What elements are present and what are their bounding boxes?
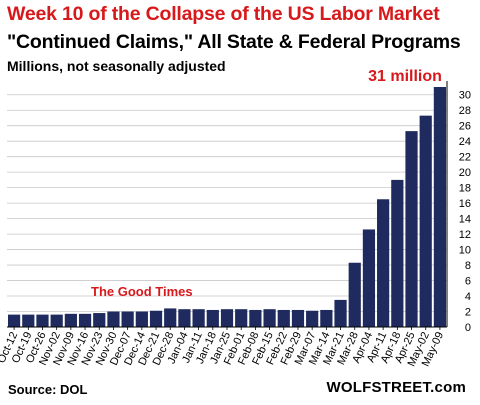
y-tick-label: 4 (465, 291, 471, 303)
annotation-peak-value: 31 million (368, 68, 442, 85)
bar (291, 309, 305, 327)
bar (419, 115, 432, 327)
y-tick-label: 12 (459, 229, 471, 241)
y-tick-label: 6 (465, 276, 471, 288)
bar (135, 311, 148, 327)
axes (7, 81, 448, 330)
bar (7, 314, 21, 327)
bar (192, 309, 205, 327)
bar (235, 309, 248, 327)
bar (334, 299, 347, 327)
bar (320, 309, 333, 327)
bar (348, 262, 361, 327)
y-tick-label: 0 (465, 322, 471, 334)
gridlines (7, 94, 447, 312)
bar (306, 310, 319, 327)
y-tick-label: 8 (465, 260, 471, 272)
y-tick-label: 10 (459, 245, 471, 257)
source-label: Source: DOL (8, 382, 88, 397)
bar (433, 87, 447, 327)
bar (249, 309, 262, 327)
bar (377, 199, 390, 327)
bar (22, 314, 35, 327)
bar (220, 309, 234, 327)
bar (121, 311, 134, 327)
bar (64, 313, 77, 327)
y-tick-label: 26 (459, 121, 471, 133)
bar (178, 309, 191, 327)
bar (391, 179, 404, 327)
y-tick-label: 24 (459, 136, 471, 148)
y-tick-label: 14 (459, 214, 471, 226)
bar (36, 314, 49, 327)
bar (78, 313, 92, 327)
bar (164, 308, 177, 327)
bar (263, 309, 276, 327)
bar (149, 310, 163, 327)
annotation-good-times: The Good Times (91, 284, 193, 299)
bar (362, 229, 376, 327)
y-tick-label: 30 (459, 90, 471, 102)
chart-title: Week 10 of the Collapse of the US Labor … (7, 3, 440, 25)
y-tick-label: 18 (459, 183, 471, 195)
y-tick-label: 20 (459, 167, 471, 179)
annotations: The Good Times 31 million (91, 68, 442, 299)
y-tick-label: 22 (459, 152, 471, 164)
bar (206, 309, 219, 327)
y-tick-label: 28 (459, 105, 471, 117)
bar (50, 314, 63, 327)
bar (93, 313, 106, 327)
bar (405, 131, 418, 327)
bar (277, 309, 290, 327)
x-tick-labels: Oct-12Oct-19Oct-26Nov-02Nov-09Nov-16Nov-… (0, 330, 446, 368)
brand-logo: WOLFSTREET.com (326, 379, 466, 396)
y-tick-label: 2 (465, 307, 471, 319)
bar (107, 311, 120, 327)
bars (7, 87, 447, 327)
units-label: Millions, not seasonally adjusted (7, 58, 226, 74)
y-tick-label: 16 (459, 198, 471, 210)
chart-subtitle: "Continued Claims," All State & Federal … (7, 31, 461, 53)
